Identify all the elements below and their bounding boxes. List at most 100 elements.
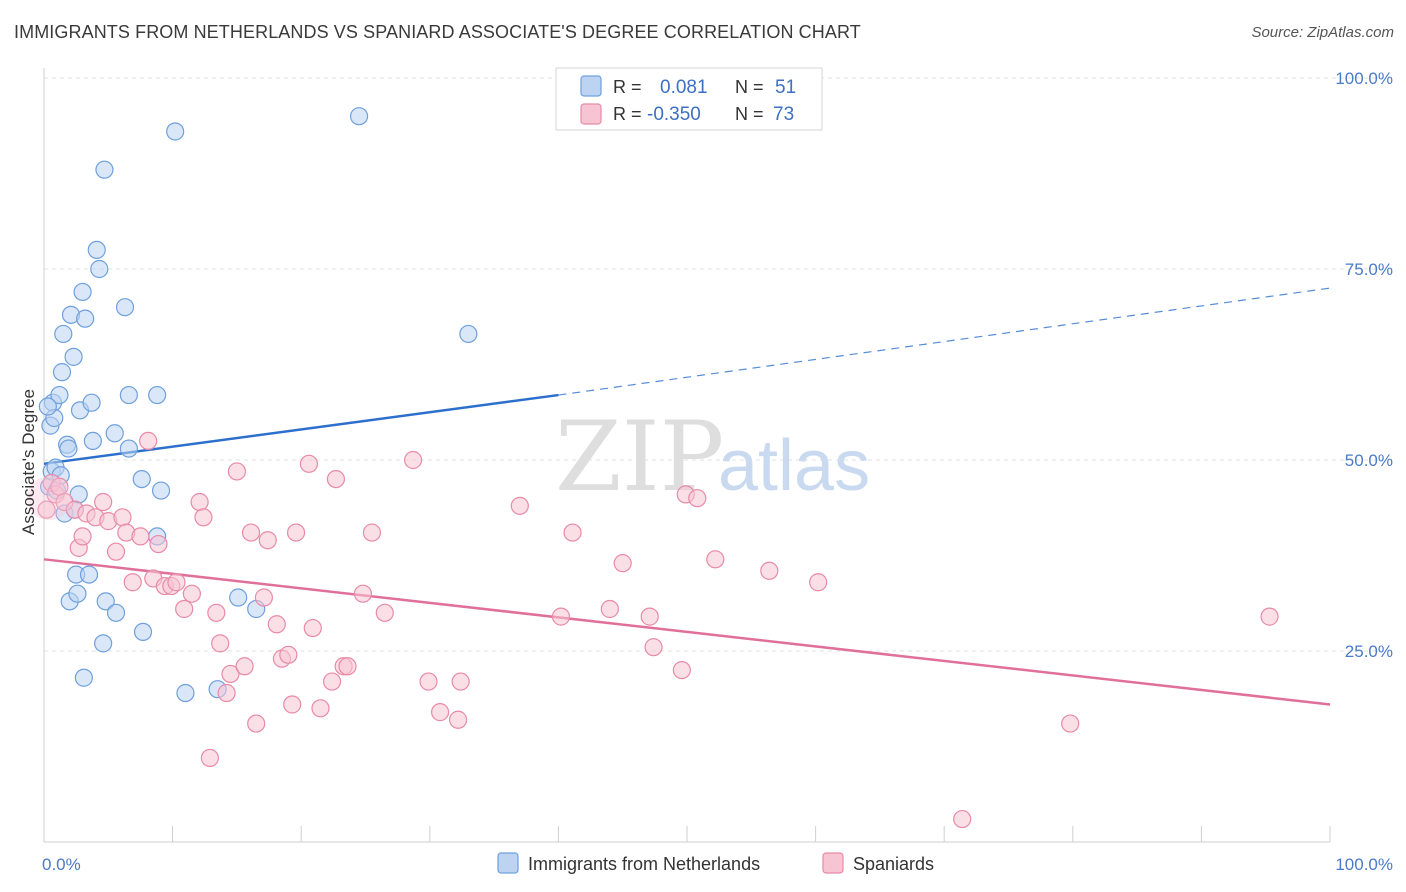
point-spaniards-67 — [688, 489, 707, 508]
point-netherlands-33 — [106, 603, 126, 622]
point-spaniards-61 — [600, 599, 619, 619]
stats-n-label-2: N = — [735, 104, 764, 124]
point-spaniards-26 — [194, 508, 213, 527]
point-spaniards-10 — [94, 492, 113, 512]
stats-r-label-1: R = — [613, 77, 642, 97]
point-spaniards-64 — [644, 638, 663, 657]
point-netherlands-16 — [64, 347, 83, 366]
watermark-atlas: atlas — [718, 426, 870, 506]
point-spaniards-30 — [217, 683, 236, 703]
point-spaniards-36 — [254, 588, 274, 607]
x-tick-label-1: 100.0% — [1335, 855, 1393, 874]
grid-lines — [44, 77, 1392, 652]
point-netherlands-10 — [54, 324, 73, 344]
point-spaniards-73 — [1260, 607, 1279, 626]
point-netherlands-43 — [166, 122, 185, 141]
point-spaniards-56 — [448, 710, 468, 729]
point-spaniards-62 — [613, 554, 632, 573]
point-spaniards-22 — [167, 573, 186, 592]
stats-r-label-2: R = — [613, 104, 642, 124]
point-spaniards-38 — [267, 615, 286, 634]
trend-line-netherlands-projection — [558, 287, 1331, 396]
y-tick-label-1: 50.0% — [1345, 451, 1393, 470]
point-spaniards-17 — [139, 431, 158, 450]
point-netherlands-44 — [176, 683, 195, 703]
stats-n-label-1: N = — [735, 77, 764, 97]
point-netherlands-7 — [50, 385, 69, 405]
point-spaniards-0 — [37, 500, 56, 519]
y-tick-label-3: 100.0% — [1335, 69, 1393, 88]
point-spaniards-70 — [809, 573, 828, 592]
source-label: Source: ZipAtlas.com — [1251, 24, 1394, 41]
point-netherlands-13 — [59, 439, 78, 458]
chart-title: IMMIGRANTS FROM NETHERLANDS VS SPANIARD … — [14, 22, 861, 42]
point-netherlands-23 — [74, 668, 93, 687]
point-spaniards-47 — [326, 470, 346, 489]
point-spaniards-cluster — [27, 476, 72, 521]
legend-swatch-spaniards — [822, 852, 844, 874]
point-spaniards-34 — [241, 523, 261, 542]
point-spaniards-35 — [247, 714, 266, 733]
point-spaniards-19 — [149, 534, 168, 554]
x-tick-labels: 0.0% 100.0% — [42, 855, 1393, 874]
point-spaniards-54 — [419, 672, 438, 691]
data-points — [27, 107, 1279, 829]
point-netherlands-35 — [115, 298, 135, 317]
point-spaniards-43 — [299, 454, 319, 473]
point-spaniards-15 — [123, 573, 142, 592]
point-spaniards-45 — [311, 699, 330, 718]
point-netherlands-36 — [119, 439, 138, 458]
point-spaniards-13 — [113, 508, 132, 527]
watermark: ZIP atlas — [555, 401, 870, 513]
x-tick-label-0: 0.0% — [42, 855, 81, 874]
y-tick-label-2: 75.0% — [1345, 260, 1393, 279]
point-spaniards-49 — [338, 657, 357, 676]
point-spaniards-53 — [403, 450, 423, 470]
point-netherlands-31 — [95, 160, 114, 179]
series-legend: Immigrants from Netherlands Spaniards — [497, 852, 934, 874]
legend-label-netherlands: Immigrants from Netherlands — [528, 854, 760, 874]
point-spaniards-58 — [510, 496, 529, 515]
point-spaniards-24 — [182, 584, 201, 603]
point-spaniards-57 — [451, 672, 470, 691]
point-spaniards-65 — [672, 660, 691, 680]
point-spaniards-50 — [353, 584, 373, 603]
point-netherlands-26 — [82, 393, 101, 412]
point-spaniards-46 — [322, 672, 342, 691]
point-spaniards-69 — [760, 561, 779, 580]
point-spaniards-25 — [190, 492, 209, 512]
point-spaniards-71 — [953, 809, 972, 829]
point-spaniards-55 — [430, 703, 450, 722]
point-spaniards-7 — [73, 527, 92, 546]
stats-r-value-2: -0.350 — [647, 104, 701, 125]
point-spaniards-31 — [221, 664, 240, 684]
point-netherlands-37 — [119, 385, 138, 405]
legend-label-spaniards: Spaniards — [853, 854, 934, 874]
point-spaniards-40 — [279, 645, 298, 664]
point-spaniards-72 — [1061, 714, 1080, 733]
point-netherlands-27 — [83, 431, 102, 450]
point-spaniards-27 — [200, 748, 219, 768]
point-netherlands-9 — [52, 363, 72, 382]
stats-r-value-1: 0.081 — [660, 77, 708, 98]
point-netherlands-49 — [459, 324, 478, 344]
axes — [43, 68, 1331, 843]
point-netherlands-30 — [94, 634, 113, 653]
point-spaniards-33 — [235, 657, 254, 676]
point-netherlands-46 — [229, 588, 248, 607]
point-spaniards-12 — [106, 542, 126, 561]
y-axis-label: Associate's Degree — [19, 389, 38, 535]
stats-swatch-blue — [580, 75, 602, 97]
point-netherlands-24 — [76, 309, 95, 328]
point-spaniards-37 — [258, 531, 277, 550]
point-netherlands-40 — [148, 385, 167, 405]
point-netherlands-29 — [90, 259, 109, 279]
point-netherlands-32 — [96, 592, 115, 611]
y-tick-labels: 25.0% 50.0% 75.0% 100.0% — [1335, 69, 1393, 661]
point-spaniards-63 — [640, 607, 659, 626]
point-spaniards-51 — [362, 523, 382, 542]
point-netherlands-34 — [105, 424, 124, 443]
legend-swatch-netherlands — [497, 852, 519, 874]
point-netherlands-38 — [132, 470, 151, 489]
